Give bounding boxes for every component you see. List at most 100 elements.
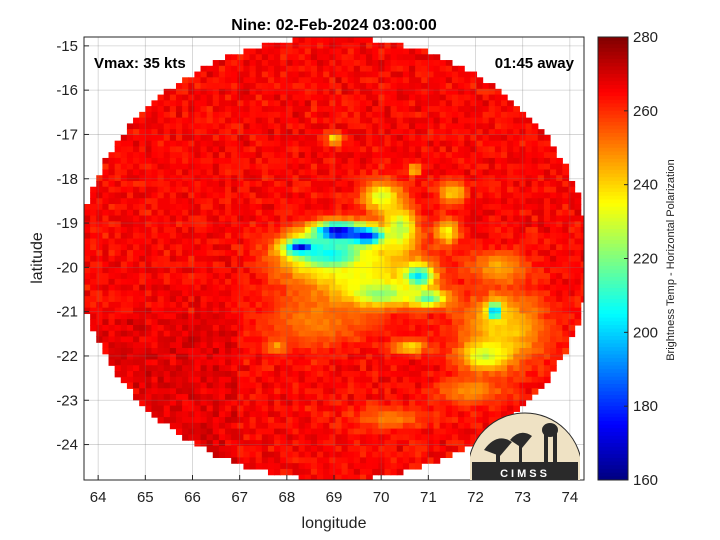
heatmap-cell: [102, 175, 110, 182]
heatmap-cell: [482, 307, 490, 315]
heatmap-cell: [212, 134, 220, 142]
heatmap-cell: [194, 117, 202, 124]
heatmap-cell: [310, 388, 318, 395]
heatmap-cell: [255, 192, 263, 199]
heatmap-cell: [249, 186, 257, 194]
heatmap-cell: [323, 42, 330, 50]
heatmap-cell: [267, 221, 275, 228]
heatmap-cell: [427, 117, 435, 124]
heatmap-cell: [212, 411, 220, 418]
heatmap-cell: [464, 399, 471, 407]
heatmap-cell: [384, 255, 392, 263]
heatmap-cell: [163, 146, 171, 153]
heatmap-cell: [237, 186, 245, 194]
heatmap-cell: [108, 290, 116, 297]
heatmap-cell: [169, 353, 177, 361]
heatmap-cell: [550, 278, 557, 286]
heatmap-cell: [488, 324, 496, 332]
heatmap-cell: [182, 227, 189, 234]
heatmap-cell: [556, 267, 563, 274]
heatmap-cell: [341, 376, 349, 384]
heatmap-cell: [304, 198, 312, 205]
heatmap-cell: [562, 347, 570, 355]
heatmap-cell: [421, 163, 428, 171]
heatmap-cell: [335, 60, 343, 67]
heatmap-cell: [519, 244, 527, 251]
heatmap-cell: [359, 146, 367, 153]
heatmap-cell: [458, 117, 465, 124]
heatmap-cell: [464, 215, 471, 222]
heatmap-cell: [396, 296, 404, 303]
heatmap-cell: [421, 451, 428, 459]
heatmap-cell: [347, 204, 355, 211]
heatmap-cell: [304, 342, 312, 349]
heatmap-cell: [212, 307, 220, 315]
heatmap-cell: [396, 261, 404, 268]
heatmap-cell: [120, 324, 128, 332]
heatmap-cell: [433, 255, 441, 263]
heatmap-cell: [298, 273, 306, 280]
heatmap-cell: [169, 198, 177, 205]
heatmap-cell: [396, 319, 404, 326]
heatmap-cell: [317, 88, 324, 96]
heatmap-cell: [347, 71, 355, 78]
heatmap-cell: [212, 180, 220, 188]
heatmap-cell: [310, 71, 318, 78]
heatmap-cell: [151, 204, 159, 211]
heatmap-cell: [464, 278, 471, 286]
heatmap-cell: [163, 394, 171, 401]
heatmap-cell: [304, 123, 312, 130]
heatmap-cell: [445, 227, 453, 234]
heatmap-cell: [133, 336, 140, 343]
heatmap-cell: [519, 134, 527, 142]
heatmap-cell: [243, 238, 251, 245]
heatmap-cell: [133, 371, 140, 378]
heatmap-cell: [500, 227, 508, 234]
heatmap-cell: [231, 152, 238, 159]
heatmap-cell: [237, 198, 245, 205]
heatmap-cell: [304, 468, 312, 476]
heatmap-cell: [317, 83, 324, 90]
heatmap-cell: [470, 301, 478, 309]
heatmap-cell: [255, 382, 263, 389]
heatmap-cell: [359, 301, 367, 309]
heatmap-cell: [390, 100, 398, 107]
heatmap-cell: [500, 399, 508, 407]
heatmap-cell: [458, 180, 465, 188]
heatmap-cell: [519, 267, 527, 274]
heatmap-cell: [421, 169, 428, 176]
heatmap-cell: [494, 232, 502, 240]
heatmap-cell: [500, 296, 508, 303]
heatmap-cell: [464, 123, 471, 130]
heatmap-cell: [329, 463, 337, 470]
heatmap-cell: [126, 146, 134, 153]
heatmap-cell: [384, 261, 392, 268]
heatmap-cell: [206, 405, 214, 412]
heatmap-cell: [249, 134, 257, 142]
heatmap-cell: [255, 428, 263, 435]
heatmap-cell: [378, 313, 386, 320]
heatmap-cell: [580, 215, 584, 222]
heatmap-cell: [433, 180, 441, 188]
heatmap-cell: [267, 117, 275, 124]
heatmap-cell: [274, 204, 281, 211]
heatmap-cell: [329, 440, 337, 447]
heatmap-cell: [427, 250, 435, 257]
heatmap-cell: [409, 255, 416, 263]
heatmap-cell: [194, 129, 202, 136]
heatmap-cell: [568, 204, 576, 211]
heatmap-cell: [451, 319, 459, 326]
heatmap-cell: [464, 192, 471, 199]
heatmap-cell: [488, 232, 496, 240]
heatmap-cell: [133, 117, 140, 124]
heatmap-cell: [409, 313, 416, 320]
heatmap-cell: [488, 88, 496, 96]
heatmap-cell: [519, 313, 527, 320]
heatmap-cell: [494, 198, 502, 205]
heatmap-cell: [163, 221, 171, 228]
heatmap-cell: [292, 117, 300, 124]
heatmap-cell: [298, 192, 306, 199]
heatmap-cell: [335, 140, 343, 148]
heatmap-cell: [476, 215, 484, 222]
heatmap-cell: [169, 163, 177, 171]
